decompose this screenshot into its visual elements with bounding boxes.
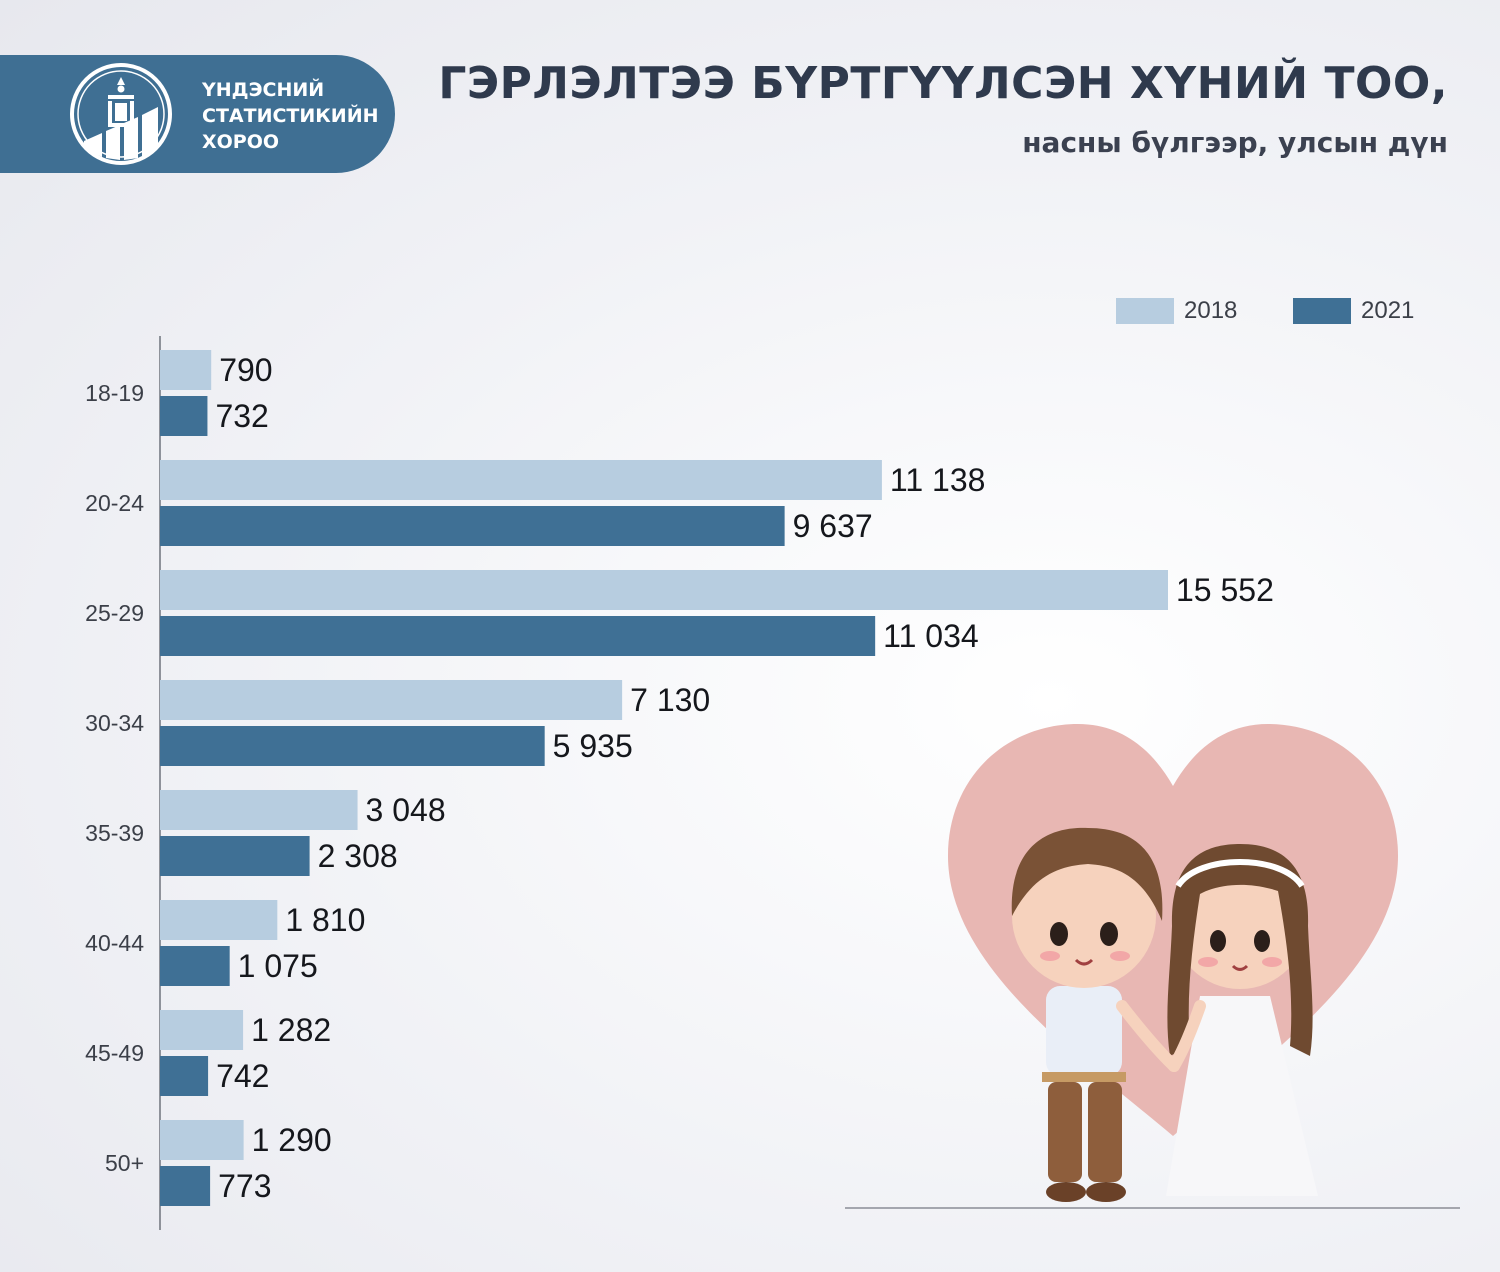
logo-line-1: ҮНДЭСНИЙ: [202, 79, 325, 101]
data-label-2018-18-19: 790: [219, 352, 272, 388]
data-label-2021-35-39: 2 308: [318, 838, 398, 874]
data-label-2018-50+: 1 290: [252, 1122, 332, 1158]
category-label-35-39: 35-39: [85, 820, 144, 846]
bar-2018-18-19: [160, 350, 212, 390]
bar-2021-45-49: [160, 1056, 209, 1096]
data-label-2018-25-29: 15 552: [1176, 572, 1274, 608]
data-label-2018-45-49: 1 282: [251, 1012, 331, 1048]
bar-2018-35-39: [160, 790, 358, 830]
legend-swatch-2021: [1293, 298, 1351, 324]
bar-2021-20-24: [160, 506, 785, 546]
bar-2021-18-19: [160, 396, 208, 436]
category-label-40-44: 40-44: [85, 930, 144, 956]
category-label-50+: 50+: [105, 1150, 144, 1176]
category-label-18-19: 18-19: [85, 380, 144, 406]
logo-line-3: ХОРОО: [202, 131, 280, 153]
data-label-2018-35-39: 3 048: [366, 792, 446, 828]
data-label-2018-20-24: 11 138: [890, 462, 986, 498]
bar-2018-50+: [160, 1120, 244, 1160]
data-label-2021-40-44: 1 075: [238, 948, 318, 984]
bar-2018-30-34: [160, 680, 623, 720]
bar-2018-20-24: [160, 460, 882, 500]
bars-group: 790 732 18-19 11 138 9 637 20-24 15 552 11 034 2…: [85, 350, 1274, 1206]
data-label-2018-30-34: 7 130: [630, 682, 710, 718]
data-label-2021-30-34: 5 935: [553, 728, 633, 764]
data-label-2021-18-19: 732: [215, 398, 268, 434]
data-label-2021-25-29: 11 034: [883, 618, 979, 654]
logo-line-2: СТАТИСТИКИЙН: [202, 105, 379, 127]
legend-label-2018: 2018: [1184, 297, 1238, 324]
bar-2021-40-44: [160, 946, 230, 986]
bar-2018-25-29: [160, 570, 1168, 610]
category-label-45-49: 45-49: [85, 1040, 144, 1066]
bar-2018-40-44: [160, 900, 278, 940]
data-label-2021-50+: 773: [218, 1168, 271, 1204]
logo-banner: ҮНДЭСНИЙ СТАТИСТИКИЙН ХОРОО: [0, 55, 395, 173]
state-emblem-icon: [70, 63, 172, 165]
category-label-20-24: 20-24: [85, 490, 144, 516]
data-label-2021-45-49: 742: [216, 1058, 269, 1094]
organization-name: ҮНДЭСНИЙ СТАТИСТИКИЙН ХОРОО: [202, 77, 379, 155]
category-label-25-29: 25-29: [85, 600, 144, 626]
data-label-2018-40-44: 1 810: [285, 902, 365, 938]
bar-2018-45-49: [160, 1010, 244, 1050]
legend-swatch-2018: [1116, 298, 1174, 324]
legend-label-2021: 2021: [1361, 297, 1415, 324]
bar-2021-35-39: [160, 836, 310, 876]
bar-2021-50+: [160, 1166, 211, 1206]
page-subtitle: насны бүлгээр, улсын дүн: [1022, 126, 1448, 159]
bar-2021-25-29: [160, 616, 876, 656]
category-label-30-34: 30-34: [85, 710, 144, 736]
wedding-couple-heart-icon: [948, 724, 1398, 1202]
bar-2021-30-34: [160, 726, 545, 766]
page-title: ГЭРЛЭЛТЭЭ БҮРТГҮҮЛСЭН ХҮНИЙ ТОО,: [438, 58, 1448, 109]
data-label-2021-20-24: 9 637: [793, 508, 873, 544]
